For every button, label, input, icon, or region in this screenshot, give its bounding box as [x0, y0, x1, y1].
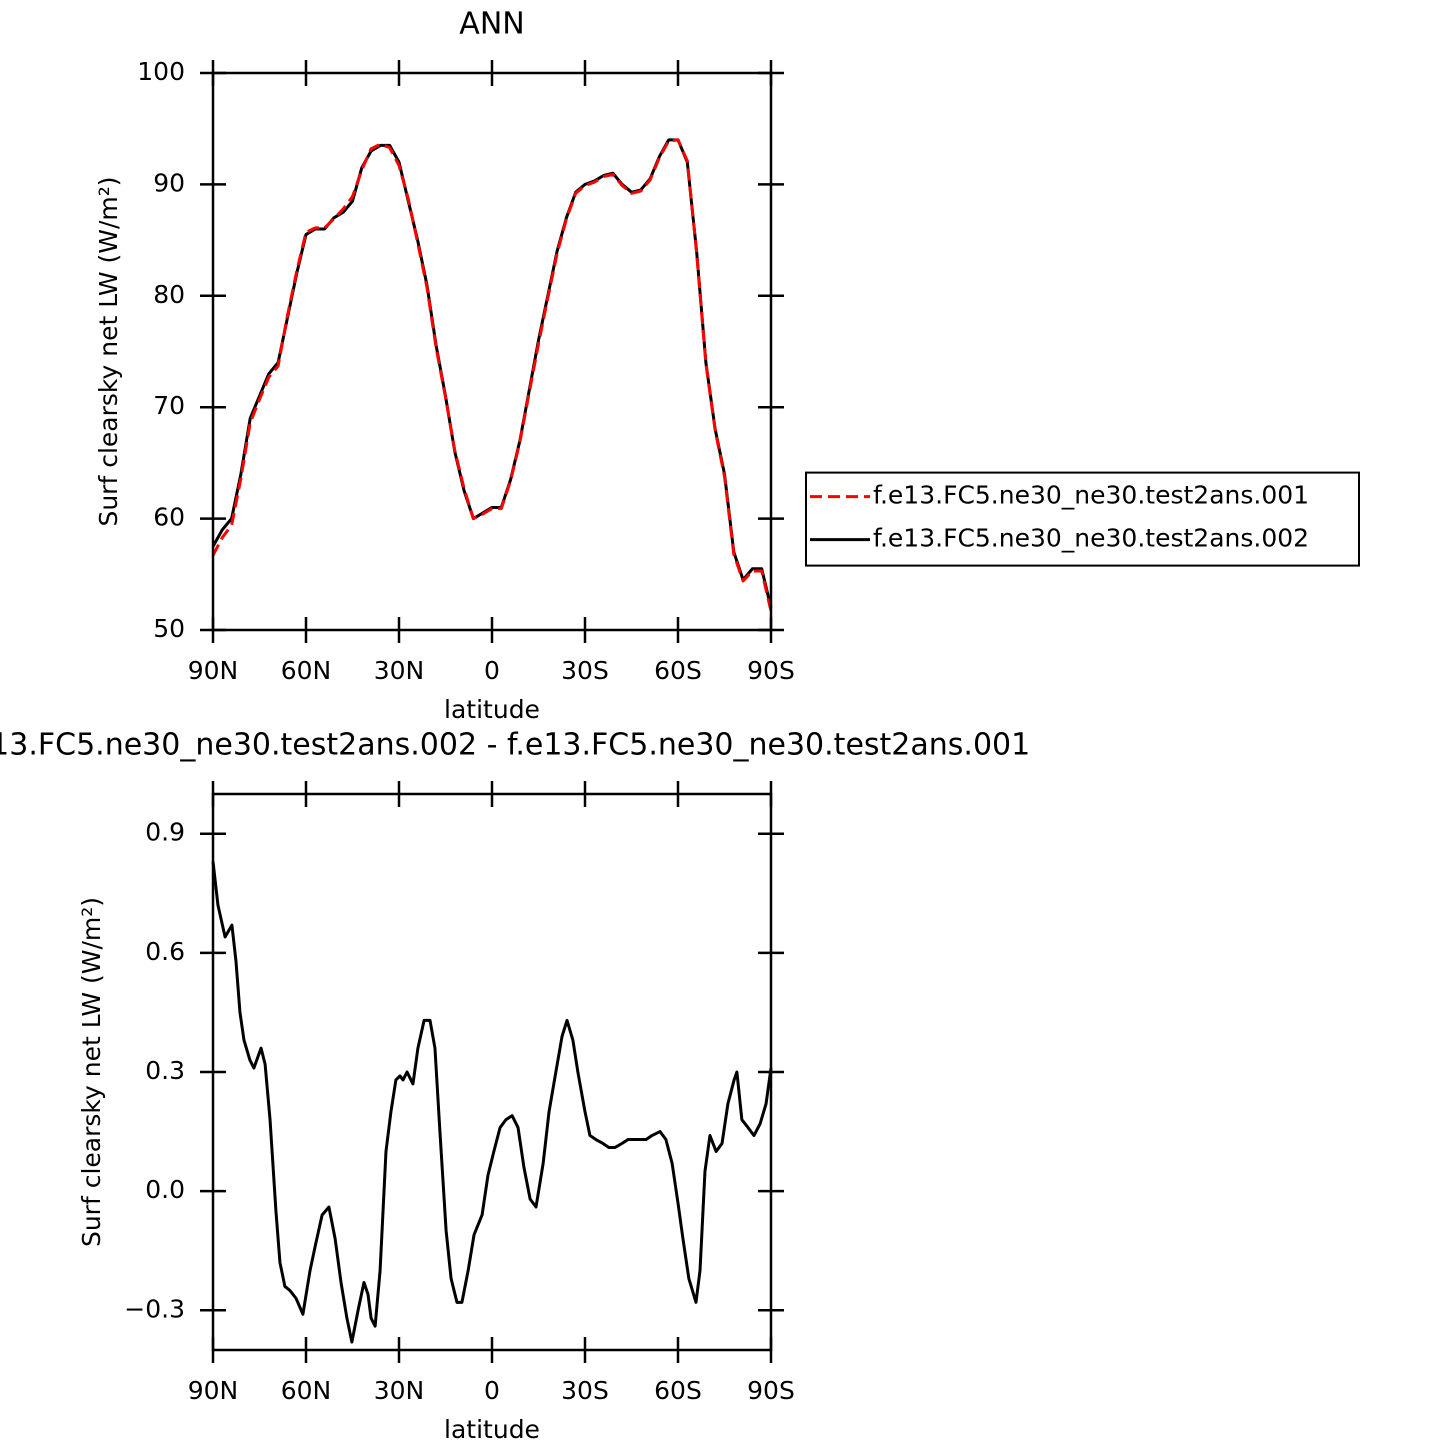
x-tick-label: 60N	[281, 1376, 332, 1405]
y-tick-label: 70	[153, 391, 185, 420]
x-tick-label: 90S	[747, 656, 795, 685]
data-line	[211, 861, 773, 1344]
legend: f.e13.FC5.ne30_ne30.test2ans.001 f.e13.FC…	[805, 471, 1360, 567]
y-tick-label: 0.9	[145, 818, 185, 847]
x-axis-label: latitude	[444, 1415, 540, 1444]
x-tick-label: 60S	[654, 656, 702, 685]
y-tick-label: −0.3	[124, 1294, 185, 1323]
chart-title: ANN	[459, 7, 524, 42]
x-tick-label: 90N	[188, 1376, 239, 1405]
x-tick-label: 30N	[374, 1376, 425, 1405]
y-axis-label: Surf clearsky net LW (W/m²)	[94, 176, 123, 526]
y-tick-label: 90	[153, 168, 185, 197]
y-tick-label: 50	[153, 614, 185, 643]
x-tick-label: 0	[484, 656, 500, 685]
data-line	[211, 138, 773, 609]
x-tick-label: 30S	[561, 656, 609, 685]
legend-box	[805, 471, 1360, 567]
y-axis-label: Surf clearsky net LW (W/m²)	[77, 897, 106, 1247]
chart-title: f.e13.FC5.ne30_ne30.test2ans.002 - f.e13…	[0, 728, 1030, 763]
x-tick-label: 30S	[561, 1376, 609, 1405]
y-tick-label: 0.0	[145, 1175, 185, 1204]
y-tick-label: 0.6	[145, 937, 185, 966]
x-axis-label: latitude	[444, 695, 540, 724]
y-tick-label: 60	[153, 503, 185, 532]
y-tick-label: 100	[137, 57, 185, 86]
x-tick-label: 0	[484, 1376, 500, 1405]
plot-frame	[211, 71, 773, 632]
x-tick-label: 90S	[747, 1376, 795, 1405]
legend-label: f.e13.FC5.ne30_ne30.test2ans.002	[873, 524, 1309, 553]
legend-label: f.e13.FC5.ne30_ne30.test2ans.001	[873, 481, 1309, 510]
y-tick-label: 80	[153, 280, 185, 309]
panel: f.e13.FC5.ne30_ne30.test2ans.002 - f.e13…	[0, 728, 1030, 1445]
data-line	[211, 138, 773, 612]
x-tick-label: 60S	[654, 1376, 702, 1405]
y-tick-label: 0.3	[145, 1056, 185, 1085]
x-tick-label: 60N	[281, 656, 332, 685]
x-tick-label: 30N	[374, 656, 425, 685]
panel: ANN latitude Surf clearsky net LW (W/m²) 50…	[94, 7, 1360, 724]
x-tick-label: 90N	[188, 656, 239, 685]
plot-frame	[211, 792, 773, 1352]
